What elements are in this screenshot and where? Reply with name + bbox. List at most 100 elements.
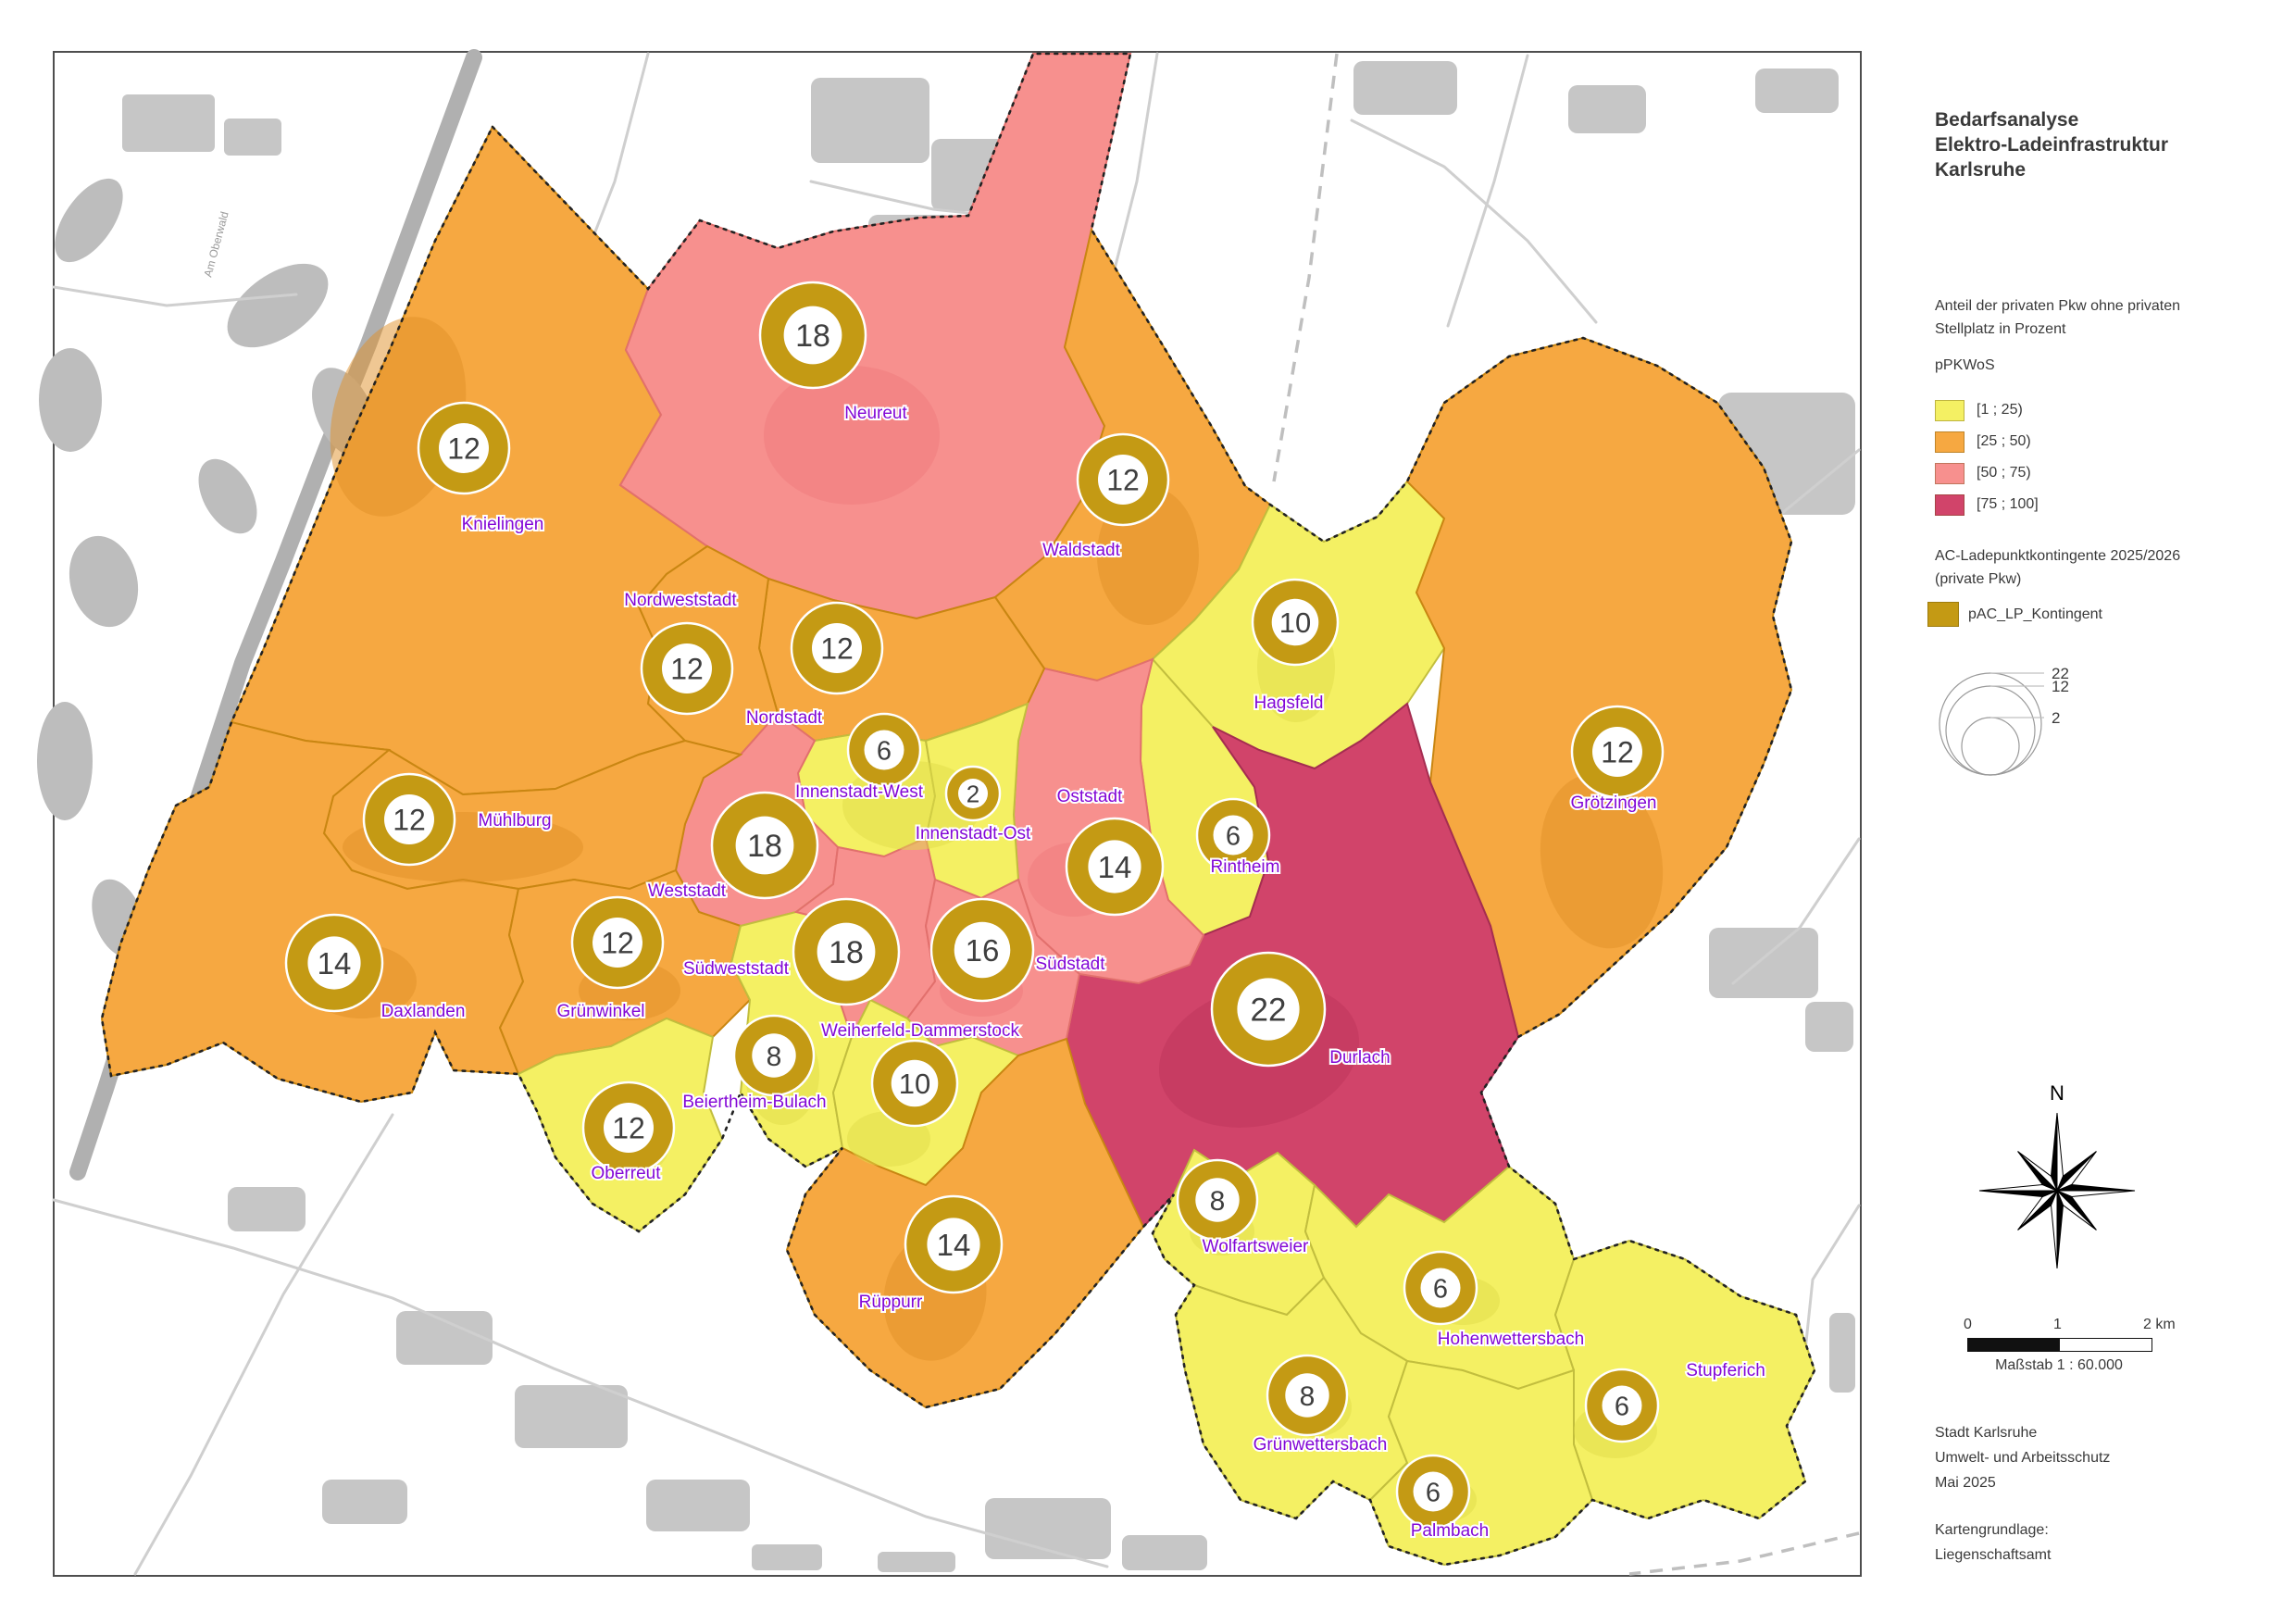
district-label-rueppurr: Rüppurr [859, 1293, 923, 1312]
contingent-inner-disc [604, 1103, 654, 1153]
district-label-palmbach: Palmbach [1411, 1521, 1490, 1541]
district-label-knielingen: Knielingen [462, 515, 544, 534]
size-legend-circle-22 [1939, 672, 2042, 776]
district-label-oststadt: Oststadt [1057, 787, 1123, 806]
contingent-value: 12 [1601, 736, 1634, 769]
contingent-value: 6 [1433, 1274, 1448, 1304]
contingent-marker-innenstadt-west: 6 [846, 712, 922, 788]
size-legend-circle-12 [1945, 685, 2036, 776]
contingent-marker-groetzingen: 12 [1570, 705, 1665, 799]
scalebar-tick-0: 0 [1964, 1317, 1972, 1332]
district-label-innenstadt-west: Innenstadt-West [795, 782, 924, 802]
district-label-neureut: Neureut [844, 404, 907, 423]
contingent-inner-disc [735, 816, 794, 875]
legend-swatch-salmon [1935, 462, 1964, 484]
contingent-marker-durlach: 22 [1210, 951, 1327, 1068]
contingent-inner-disc [1602, 1385, 1642, 1426]
contingent-value: 10 [899, 1068, 930, 1100]
contingent-value: 6 [877, 736, 892, 766]
legend-subtitle-line1: Anteil der privaten Pkw ohne privaten [1935, 298, 2181, 314]
scalebar-segment-white [2060, 1339, 2152, 1351]
contingent-value: 6 [1226, 821, 1241, 851]
scale-caption: Maßstab 1 : 60.000 [1995, 1357, 2123, 1373]
contingent-value: 12 [393, 804, 426, 837]
legend-class-row: [25 ; 50) [1935, 426, 2039, 457]
contingent-inner-disc [592, 918, 642, 968]
contingent-inner-disc [1413, 1471, 1453, 1512]
contingent-inner-disc [864, 730, 904, 770]
contingent-marker-gruenwettersbach: 8 [1266, 1354, 1349, 1437]
legend-swatch-yellow [1935, 399, 1964, 421]
scalebar-segment-black [1968, 1339, 2060, 1351]
district-label-gruenwettersbach: Grünwettersbach [1254, 1435, 1388, 1455]
contingent-inner-disc [1237, 978, 1300, 1041]
compass-point [1978, 1190, 2058, 1198]
size-legend-circle-2 [1961, 717, 2020, 776]
layer1-name: pPKWoS [1935, 357, 1995, 373]
scalebar-tick-1: 1 [2053, 1317, 2062, 1332]
contingent-inner-disc [958, 779, 988, 808]
district-label-nordstadt: Nordstadt [746, 708, 823, 728]
compass-point [2056, 1183, 2136, 1192]
district-label-rintheim: Rintheim [1211, 857, 1280, 877]
size-legend-value: 22 [2052, 665, 2069, 682]
district-label-nordweststadt: Nordweststadt [624, 591, 737, 610]
contingent-value: 14 [1098, 850, 1132, 884]
district-label-durlach: Durlach [1329, 1048, 1390, 1068]
district-label-weststadt: Weststadt [648, 881, 727, 901]
credits: Stadt Karlsruhe Umwelt- und Arbeitsschut… [1935, 1420, 2110, 1495]
legend-subtitle-line2: Stellplatz in Prozent [1935, 321, 2066, 337]
contingent-value: 6 [1615, 1392, 1629, 1421]
map-title-line3: Karlsruhe [1935, 159, 2027, 181]
district-label-daxlanden: Daxlanden [381, 1002, 466, 1021]
legend-section2-title: AC-Ladepunktkontingente 2025/2026 (priva… [1935, 544, 2180, 591]
district-label-weiherfeld-dammerstock: Weiherfeld-Dammerstock [821, 1021, 1019, 1041]
legend-section2-line1: AC-Ladepunktkontingente 2025/2026 [1935, 548, 2181, 564]
district-label-suedweststadt: Südweststadt [683, 959, 790, 979]
compass-point [2056, 1190, 2064, 1269]
contingent-value: 8 [1210, 1186, 1226, 1217]
choropleth-legend: [1 ; 25) [25 ; 50) [50 ; 75) [75 ; 100] [1935, 394, 2039, 520]
contingent-inner-disc [1213, 815, 1254, 856]
size-legend-value: 2 [2052, 709, 2060, 727]
contingent-inner-disc [1098, 455, 1148, 505]
district-label-wolfartsweier: Wolfartsweier [1203, 1237, 1309, 1256]
contingent-value: 8 [767, 1042, 782, 1072]
contingent-marker-suedweststadt: 18 [792, 897, 901, 1006]
contingent-value: 18 [795, 319, 830, 354]
district-label-hagsfeld: Hagsfeld [1254, 693, 1324, 713]
contingent-marker-daxlanden: 14 [284, 913, 384, 1013]
contingent-inner-disc [817, 922, 876, 981]
legend-section2-line2: (private Pkw) [1935, 571, 2022, 587]
contingent-marker-stupferich: 6 [1584, 1368, 1660, 1443]
contingent-value: 14 [937, 1228, 971, 1262]
legend-class-label: [25 ; 50) [1977, 433, 2031, 449]
contingent-marker-nordstadt: 12 [790, 601, 884, 695]
contingent-inner-disc [812, 623, 862, 673]
contingent-inner-disc [1195, 1178, 1240, 1222]
contingent-value: 12 [670, 653, 704, 686]
contingent-inner-disc [927, 1218, 980, 1271]
basemap-credits-line1: Kartengrundlage: [1935, 1522, 2049, 1538]
legend-subtitle: Anteil der privaten Pkw ohne privaten St… [1935, 294, 2180, 341]
contingent-marker-rueppurr: 14 [904, 1194, 1004, 1294]
legend-class-label: [1 ; 25) [1977, 402, 2023, 418]
contingent-value: 12 [601, 927, 634, 960]
contingent-value: 10 [1279, 606, 1311, 639]
legend-class-label: [50 ; 75) [1977, 465, 2031, 481]
contingent-inner-disc [1420, 1268, 1461, 1308]
map-title: Bedarfsanalyse Elektro-Ladeinfrastruktur… [1935, 107, 2168, 182]
contingent-inner-disc [384, 794, 434, 844]
contingent-value: 12 [612, 1112, 645, 1145]
charging-layer-name: pAC_LP_Kontingent [1968, 606, 2102, 622]
contingent-marker-muehlburg: 12 [362, 772, 456, 867]
map-title-line1: Bedarfsanalyse [1935, 109, 2079, 131]
contingent-value: 16 [966, 933, 1000, 968]
contingent-value: 6 [1426, 1478, 1441, 1507]
contingent-marker-wolfartsweier: 8 [1176, 1158, 1259, 1242]
contingent-inner-disc [891, 1059, 939, 1107]
credits-line3: Mai 2025 [1935, 1475, 1996, 1491]
